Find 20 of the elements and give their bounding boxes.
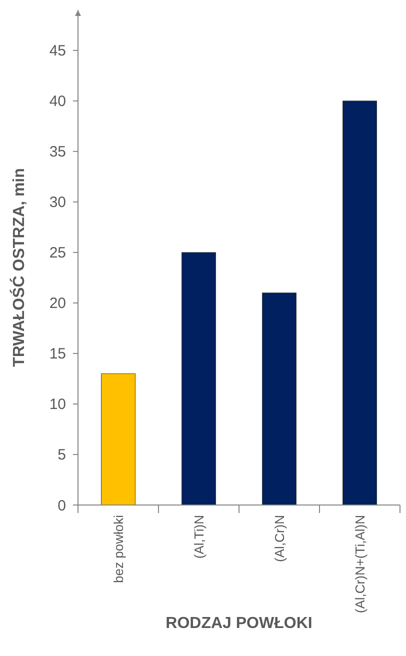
x-tick-label: (Al,Ti)N bbox=[191, 515, 206, 559]
bar bbox=[182, 252, 216, 506]
y-tick-label: 45 bbox=[49, 42, 66, 60]
y-tick-label: 30 bbox=[49, 194, 66, 212]
x-tick-label: bez powłoki bbox=[110, 514, 126, 583]
y-tick-label: 35 bbox=[49, 144, 66, 161]
bar bbox=[342, 100, 377, 506]
y-tick-label: 40 bbox=[49, 93, 66, 110]
bar bbox=[101, 373, 136, 506]
y-tick-label: 10 bbox=[49, 396, 66, 414]
y-tick-label: 20 bbox=[49, 295, 66, 312]
bar bbox=[262, 292, 296, 506]
x-tick-label: (Al,Cr)N bbox=[272, 515, 287, 562]
x-tick-label: (Al,Cr)N+(Ti,Al)N bbox=[352, 515, 368, 614]
x-axis-title: RODZAJ POWŁOKI bbox=[166, 615, 312, 632]
y-tick-label: 5 bbox=[58, 446, 66, 464]
y-axis-title: TRWAŁOŚĆ OSTRZA, min bbox=[9, 168, 28, 367]
y-tick-label: 15 bbox=[49, 346, 66, 363]
y-tick-label: 0 bbox=[58, 497, 66, 514]
y-tick-label: 25 bbox=[49, 244, 66, 262]
